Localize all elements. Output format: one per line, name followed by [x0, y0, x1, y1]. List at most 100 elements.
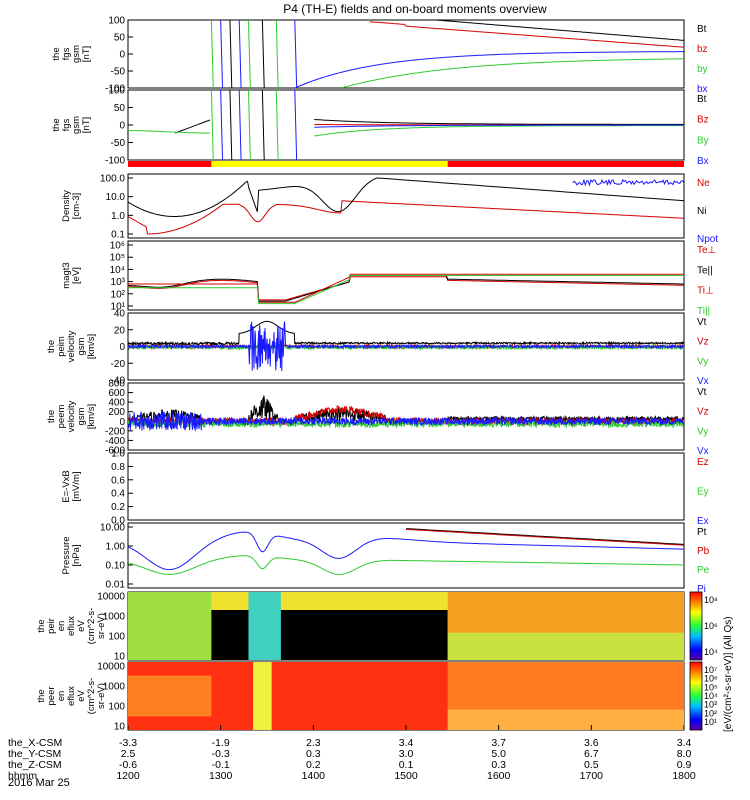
- y-label-line: eflux: [66, 616, 77, 636]
- y-label-line: the: [46, 410, 57, 423]
- x-row-value: -3.3: [119, 737, 137, 749]
- field-spike: [210, 90, 214, 160]
- legend-Vz: Vz: [697, 337, 709, 348]
- y-tick-label: 100: [108, 16, 125, 27]
- x-row-value: 0.5: [584, 759, 599, 771]
- panel-frame: [127, 452, 685, 521]
- y-label-line: [km/s]: [86, 334, 97, 359]
- y-tick-label: 10: [114, 652, 126, 663]
- y-label-line: [cm-3]: [71, 193, 82, 219]
- panel-p8: 10.00 1.00 0.10 0.01 Pressure [nPa] Pt Pb Pe Pi: [61, 522, 710, 595]
- field-spike: [220, 90, 224, 160]
- panel-frame: [127, 382, 685, 451]
- y-label-line: peer: [46, 686, 57, 705]
- y-tick-label: 10000: [97, 592, 125, 603]
- legend-Vy: Vy: [697, 426, 708, 437]
- spectrogram-band: [447, 709, 684, 730]
- legend-Ti⊥: Ti⊥: [697, 286, 714, 297]
- y-axis-label: magt3 [eV]: [61, 262, 82, 288]
- series-Pe: [128, 555, 684, 576]
- y-label-line: peim: [56, 336, 67, 357]
- legend-Bx: Bx: [697, 156, 709, 167]
- y-axis-label: the fgs gsm [nT]: [51, 45, 92, 63]
- x-row-label: the_Y-CSM: [8, 748, 61, 760]
- series-Ti||: [128, 275, 684, 305]
- legend-Ex: Ex: [697, 516, 709, 527]
- y-label-line: E=-VxB: [61, 470, 72, 502]
- y-tick-label: 0.4: [111, 489, 125, 500]
- legend-bz: bz: [697, 44, 708, 55]
- legend-By: By: [697, 135, 709, 146]
- colorbar-tick: 10⁴: [704, 691, 718, 701]
- x-row-value: 0.2: [306, 759, 321, 771]
- y-axis-label: the fgs gsm [nT]: [51, 116, 92, 134]
- series-bz: [369, 21, 684, 48]
- colorbar-tick: 10²: [704, 708, 717, 718]
- y-tick-label: -400: [105, 436, 125, 447]
- series-Bt: [429, 20, 684, 41]
- field-spike: [220, 20, 224, 88]
- y-tick-label: 10⁵: [110, 253, 125, 264]
- legend-Vt: Vt: [697, 317, 707, 328]
- y-tick-label: 1.00: [106, 542, 126, 553]
- field-spike: [275, 20, 279, 88]
- y-tick-label: 1000: [103, 612, 126, 623]
- y-label-line: (cm^2-s-: [86, 608, 97, 645]
- series-bx: [294, 51, 684, 88]
- y-label-line: fgs: [61, 118, 72, 131]
- panel-p7: 1.0 0.8 0.6 0.4 0.2 0.0 E=-VxB [mV/m] Ez Ey Ex: [61, 449, 709, 528]
- spectrogram-band: [447, 632, 684, 660]
- y-label-line: peem: [56, 405, 67, 429]
- y-label-line: eV: [76, 690, 87, 702]
- series-Ne: [128, 200, 684, 235]
- y-label-line: [nT]: [81, 46, 92, 62]
- y-label-line: (cm^2-s-: [86, 678, 97, 715]
- y-label-line: fgs: [61, 47, 72, 60]
- panel-p3: 100.0 10.0 1.0 0.1 Density [cm-3] Ne Ni Npot: [61, 173, 718, 245]
- x-row-value: 6.7: [584, 748, 599, 760]
- x-row-value: 1300: [209, 770, 233, 782]
- y-tick-label: 0.0: [111, 516, 125, 527]
- y-label-line: eV: [76, 620, 87, 632]
- legend-Bt: Bt: [697, 94, 707, 105]
- spectrogram-band: [248, 592, 281, 660]
- y-tick-label: 1.0: [111, 449, 125, 460]
- y-label-line: peir: [46, 618, 57, 634]
- field-spike: [275, 90, 279, 160]
- y-label-line: sr-eV): [96, 683, 107, 709]
- series-Vt: [128, 395, 684, 424]
- legend-Npot: Npot: [697, 234, 718, 245]
- series-Npot: [572, 178, 684, 187]
- y-label-line: velocity: [66, 330, 77, 362]
- y-tick-label: 100: [108, 632, 125, 643]
- y-tick-label: 0.01: [106, 580, 126, 591]
- y-label-line: Density: [61, 190, 72, 222]
- legend-Vz: Vz: [697, 407, 709, 418]
- x-row-value: 2.3: [306, 737, 321, 749]
- series-Bx: [314, 124, 684, 128]
- y-label-line: the: [46, 340, 57, 353]
- x-row-value: 1200: [116, 770, 140, 782]
- series-Te⊥: [128, 276, 684, 301]
- field-spike: [294, 20, 298, 88]
- y-tick-label: 50: [114, 103, 126, 114]
- colorbar: 10⁸ 10⁶ 10⁴: [689, 591, 718, 661]
- legend-Pb: Pb: [697, 546, 710, 557]
- x-row-value: 0.1: [399, 759, 414, 771]
- flag-segment: [211, 161, 448, 167]
- colorbar-gradient: [689, 591, 703, 661]
- y-tick-label: 0: [119, 417, 125, 428]
- y-label-line: the: [36, 619, 47, 632]
- legend-Vt: Vt: [697, 387, 707, 398]
- x-row-value: 3.4: [677, 737, 692, 749]
- legend-Te||: Te||: [697, 265, 713, 276]
- series-Pi: [128, 531, 684, 571]
- colorbar-label: [eV/(cm²-s-sr-eV)] (All Qs): [723, 616, 734, 732]
- y-tick-label: 10²: [111, 289, 126, 300]
- y-tick-label: 400: [108, 398, 125, 409]
- series-Bt: [175, 119, 684, 134]
- series-Pb: [405, 528, 684, 546]
- x-row-value: 1400: [302, 770, 326, 782]
